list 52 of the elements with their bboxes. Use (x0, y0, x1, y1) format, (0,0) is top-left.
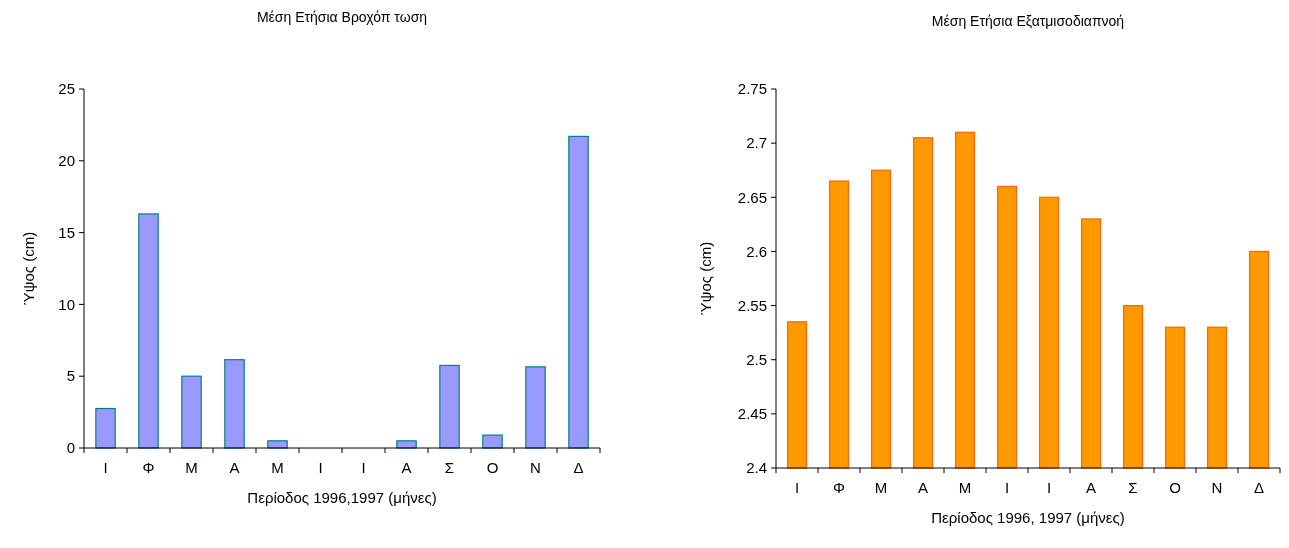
x-tick-label: Ι (318, 459, 323, 476)
x-tick-label: Ι (1004, 479, 1010, 496)
x-tick-label: Ο (1169, 479, 1181, 496)
y-tick-label: 2.4 (746, 459, 767, 477)
chart-title: Μέση Ετήσια Εξατμισοδιαπνοή (931, 13, 1125, 29)
x-tick-label: Ο (486, 459, 499, 476)
y-tick-label: 20 (58, 152, 75, 170)
chart-title: Μέση Ετήσια Βροχόπ τωση (256, 9, 428, 25)
x-tick-label: Ν (530, 459, 541, 476)
x-tick-label: Δ (573, 459, 584, 476)
x-tick-label: Α (229, 459, 240, 476)
x-tick-label: Α (1085, 479, 1097, 496)
y-axis-title: Ύψος (cm) (697, 241, 714, 316)
y-tick-label: 5 (66, 367, 75, 385)
bar (525, 366, 546, 449)
x-tick-label: Μ (185, 459, 198, 476)
x-tick-label: Σ (444, 459, 455, 476)
y-axis-title: Ύψος (cm) (20, 231, 37, 306)
bar (181, 375, 202, 449)
x-tick-label: Φ (833, 479, 846, 496)
y-tick-label: 0 (66, 439, 75, 457)
x-axis-title: Περίοδος 1996,1997 (μήνες) (247, 489, 437, 506)
x-tick-label: Ι (794, 479, 800, 496)
x-tick-label: Φ (142, 459, 155, 476)
x-tick-label: Ι (103, 459, 108, 476)
x-tick-label: Σ (1128, 479, 1138, 496)
y-tick-label: 2.75 (737, 80, 767, 98)
x-tick-label: Ν (1211, 479, 1223, 496)
bar (224, 359, 245, 449)
bar (138, 213, 159, 449)
bar (95, 407, 116, 449)
x-tick-label: Α (917, 479, 929, 496)
y-tick-label: 2.45 (737, 405, 767, 423)
x-tick-label: Μ (958, 479, 972, 496)
y-tick-label: 15 (58, 223, 75, 241)
y-tick-label: 2.5 (746, 350, 767, 368)
y-tick-label: 2.6 (746, 242, 767, 260)
x-tick-label: Μ (874, 479, 888, 496)
bar (439, 364, 460, 449)
x-tick-label: Ι (1046, 479, 1052, 496)
y-tick-label: 2.7 (746, 134, 767, 152)
x-axis-title: Περίοδος 1996, 1997 (μήνες) (931, 509, 1125, 526)
y-tick-label: 25 (58, 80, 75, 98)
bar (482, 434, 503, 449)
bar (568, 135, 589, 449)
x-tick-label: Μ (271, 459, 284, 476)
y-tick-label: 2.55 (737, 296, 767, 314)
x-tick-label: Δ (1253, 479, 1265, 496)
y-tick-label: 10 (58, 295, 75, 313)
x-tick-label: Α (401, 459, 412, 476)
y-tick-label: 2.65 (737, 188, 767, 206)
x-tick-label: Ι (361, 459, 366, 476)
